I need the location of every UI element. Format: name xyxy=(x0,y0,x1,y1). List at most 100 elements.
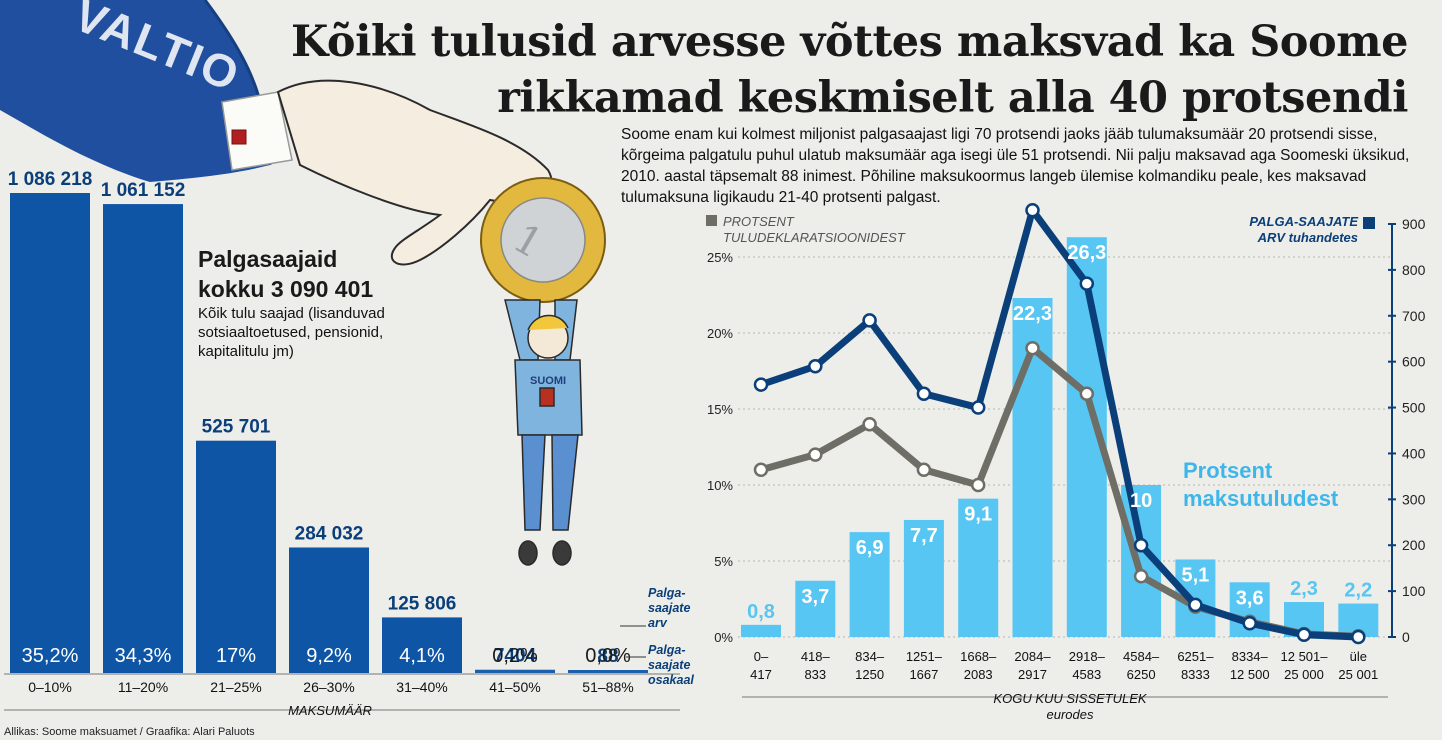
y-left-tick-2: 10% xyxy=(707,478,733,493)
returns-point-1 xyxy=(808,447,823,462)
x-tick-8-1: 8333 xyxy=(1181,667,1210,682)
bar-count-label-2: 525 701 xyxy=(202,417,271,438)
x-tick-9-0: 8334– xyxy=(1232,649,1269,664)
x-tick-7-1: 6250 xyxy=(1127,667,1156,682)
x-tick-2: 21–25% xyxy=(210,679,261,695)
bar-count-label-5: 7404 xyxy=(494,646,537,667)
x-tick-1: 11–20% xyxy=(118,679,168,695)
tax-bar-2 xyxy=(849,532,890,637)
bar-count-label-3: 284 032 xyxy=(295,523,364,544)
x-tick-6-0: 2918– xyxy=(1069,649,1106,664)
sleeve-shape xyxy=(0,0,270,182)
earners-point-3 xyxy=(916,386,932,402)
earners-point-10 xyxy=(1296,627,1312,642)
tax-bar-label-1: 3,7 xyxy=(801,586,829,608)
tax-bar-0 xyxy=(741,624,781,637)
y-right-tick-4: 400 xyxy=(1402,445,1426,461)
x-tick-0-1: 417 xyxy=(750,667,772,682)
boy-figure: SUOMI xyxy=(504,299,583,566)
returns-point-5 xyxy=(1025,340,1040,356)
y-right-tick-3: 300 xyxy=(1402,491,1426,507)
tax-bar-label-2: 6,9 xyxy=(856,537,884,559)
returns-point-3 xyxy=(916,462,932,478)
y-left-tick-1: 5% xyxy=(714,554,733,569)
y-right-tick-0: 0 xyxy=(1402,629,1410,645)
tax-bar-label-4: 9,1 xyxy=(964,504,992,526)
earners-point-4 xyxy=(970,400,986,415)
x-tick-3-0: 1251– xyxy=(906,649,943,664)
x-tick-4: 31–40% xyxy=(396,679,447,695)
earners-point-1 xyxy=(808,359,823,374)
legend-right-swatch xyxy=(1363,217,1375,229)
earners-point-9 xyxy=(1242,615,1257,631)
bar-count-label-4: 125 806 xyxy=(388,593,457,614)
earners-point-5 xyxy=(1025,202,1040,218)
y-right-tick-5: 500 xyxy=(1402,400,1426,416)
x-tick-10-1: 25 000 xyxy=(1284,667,1324,682)
bar-share-label-6: 0,0% xyxy=(585,645,631,667)
tax-bar-label-6: 26,3 xyxy=(1067,242,1106,264)
tax-bar-label-3: 7,7 xyxy=(910,525,938,547)
hand-shape xyxy=(276,79,553,266)
x-tick-2-0: 834– xyxy=(855,649,885,664)
x-tick-10-0: 12 501– xyxy=(1281,649,1329,664)
title-line-2: rikkamad keskmiselt alla 40 protsendi xyxy=(497,73,1408,123)
shirt-text: SUOMI xyxy=(530,375,566,387)
illustration: VALTIO 1 SUOMI xyxy=(0,0,606,566)
tax-bar-label-11: 2,2 xyxy=(1344,580,1372,602)
bars-series-label: Protsent maksutuludest xyxy=(1183,457,1338,513)
returns-point-0 xyxy=(753,462,769,478)
x-tick-11-1: 25 001 xyxy=(1338,667,1378,682)
x-tick-6-1: 4583 xyxy=(1072,667,1101,682)
total-earners: Palgasaajaid kokku 3 090 401 xyxy=(198,244,373,304)
y-right-tick-2: 200 xyxy=(1402,537,1426,553)
bar-share-label-3: 9,2% xyxy=(306,645,352,667)
bars-label-1: Protsent xyxy=(1183,458,1273,483)
earners-point-11 xyxy=(1351,629,1366,645)
y-left-tick-0: 0% xyxy=(714,630,733,645)
cuff-shape xyxy=(221,91,293,171)
legend-left-text: PROTSENT TULUDEKLARATSIOONIDEST xyxy=(723,214,905,245)
y-right-tick-7: 700 xyxy=(1402,308,1426,324)
total-line-2: kokku 3 090 401 xyxy=(198,276,374,302)
tax-bar-label-8: 5,1 xyxy=(1181,564,1209,586)
bar-share-label-0: 35,2% xyxy=(22,645,79,667)
y-right-tick-8: 800 xyxy=(1402,262,1426,278)
tax-bar-label-10: 2,3 xyxy=(1290,578,1318,600)
bar-share-label-2: 17% xyxy=(216,645,256,667)
source-credit: Allikas: Soome maksuamet / Graafika: Ala… xyxy=(4,726,255,738)
earners-point-2 xyxy=(862,313,877,328)
bar-share-label-1: 34,3% xyxy=(115,645,172,667)
x-tick-4-1: 2083 xyxy=(964,667,993,682)
tax-bar-label-9: 3,6 xyxy=(1236,587,1264,609)
x-tick-4-0: 1668– xyxy=(960,649,997,664)
title-line-1: Kõiki tulusid arvesse võttes maksvad ka … xyxy=(290,17,1409,67)
tax-bar-label-7: 10 xyxy=(1130,490,1152,512)
returns-point-2 xyxy=(862,416,877,432)
x-tick-8-0: 6251– xyxy=(1177,649,1214,664)
x-tick-2-1: 1250 xyxy=(855,667,884,682)
left-bar-chart: 1 086 218 35,2% 0–10% 1 061 152 34,3% 11–20% 5… xyxy=(4,169,680,718)
earners-point-6 xyxy=(1079,276,1095,291)
x-axis-title: MAKSUMÄÄR xyxy=(288,703,372,718)
returns-point-4 xyxy=(970,477,986,493)
x-tick-1-1: 833 xyxy=(804,667,826,682)
bar-count-4 xyxy=(382,617,462,673)
x-tick-0-0: 0– xyxy=(754,649,769,664)
label-share: Palga-saajate osakaal xyxy=(648,643,694,687)
total-note: Kõik tulu saajad (lisanduvad sotsiaaltoe… xyxy=(198,305,385,360)
x-tick-5-0: 2084– xyxy=(1014,649,1051,664)
earners-point-8 xyxy=(1188,597,1203,613)
tax-bar-3 xyxy=(903,519,944,637)
bar-count-label-6: 88 xyxy=(597,646,618,667)
tax-bar-label-0: 0,8 xyxy=(747,601,775,623)
earners-point-0 xyxy=(753,377,769,392)
bar-share-label-4: 4,1% xyxy=(399,645,445,667)
x-axis-title-1: KOGU KUU SISSETULEK xyxy=(993,691,1147,706)
x-tick-9-1: 12 500 xyxy=(1230,667,1270,682)
x-tick-0: 0–10% xyxy=(28,679,72,695)
label-count: Palga-saajate arv xyxy=(648,586,691,630)
earners-point-7 xyxy=(1133,537,1149,553)
x-tick-3: 26–30% xyxy=(303,679,354,695)
legend-left-swatch xyxy=(706,215,717,226)
